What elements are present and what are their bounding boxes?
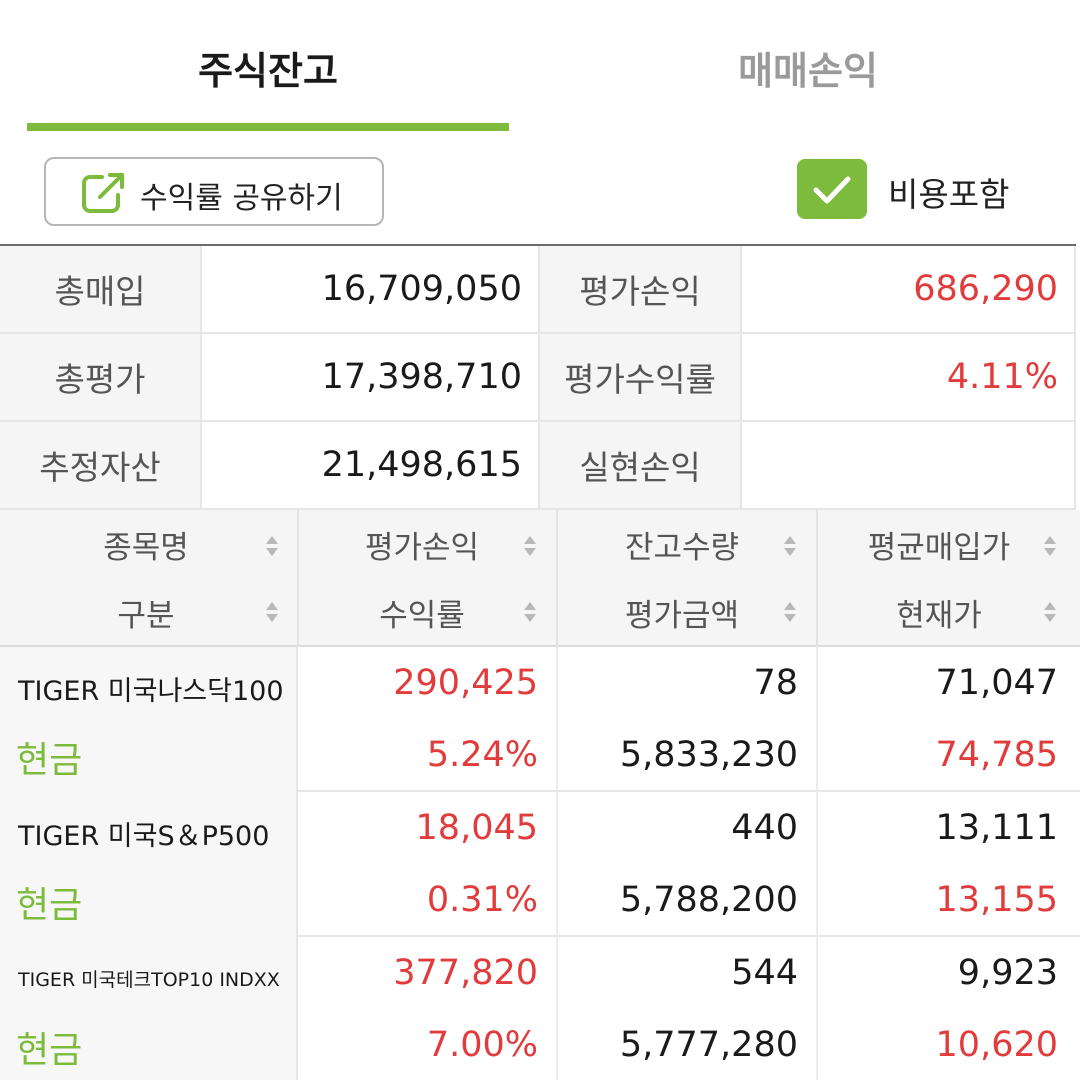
header-label: 평균매입가 [867,529,1011,566]
eval-pl: 377,820 [393,953,538,993]
share-button-label: 수익률 공유하기 [140,181,343,216]
sort-header-avg-price[interactable]: 평균매입가 [818,510,1080,578]
sort-updown-icon [524,536,536,556]
row-divider [816,792,818,937]
sort-header-return[interactable]: 수익률 [298,578,556,646]
total-eval-value: 17,398,710 [202,334,540,422]
realized-pl-label: 실현손익 [540,422,742,510]
include-fee-checkbox[interactable] [797,159,867,219]
sort-updown-icon [1044,602,1056,622]
stock-name-cell: TIGER 미국테크TOP10 INDXX 현금 [0,937,298,1080]
quantity: 78 [753,663,798,703]
total-eval-label: 총평가 [0,334,202,422]
summary-table: 총매입 16,709,050 평가손익 686,290 총평가 17,398,7… [0,244,1076,510]
row-divider [816,937,818,1080]
sort-header-qty[interactable]: 잔고수량 [558,510,816,578]
eval-return-value: 4.11% [742,334,1076,422]
row-divider [556,792,558,937]
eval-amount: 5,777,280 [619,1025,798,1065]
row-divider [556,937,558,1080]
stock-name-cell: TIGER 미국나스닥100 현금 [0,647,298,792]
quantity: 544 [731,953,798,993]
tab-stock-balance[interactable]: 주식잔고 [198,49,338,93]
header-divider [297,510,299,647]
realized-pl-value [742,422,1076,510]
current-price: 74,785 [935,735,1058,775]
total-purchase-value: 16,709,050 [202,246,540,334]
sort-updown-icon [524,602,536,622]
check-icon [813,176,851,204]
eval-pl: 18,045 [415,808,538,848]
avg-price: 9,923 [957,953,1058,993]
est-assets-value: 21,498,615 [202,422,540,510]
holdings-header: 종목명 평가손익 잔고수량 평균매입가 구분 수익률 평가금액 현재가 [0,510,1080,647]
row-divider [816,647,818,792]
eval-amount: 5,788,200 [619,880,798,920]
header-label: 현재가 [896,597,982,634]
stock-name-cell: TIGER 미국S＆P500 현금 [0,792,298,937]
sort-updown-icon [266,536,278,556]
eval-pl: 290,425 [393,663,538,703]
table-row[interactable]: TIGER 미국나스닥100 현금 290,425 5.24% 78 5,833… [0,647,1080,792]
stock-name: TIGER 미국테크TOP10 INDXX [18,969,280,991]
header-label: 종목명 [103,529,189,566]
table-row[interactable]: TIGER 미국테크TOP10 INDXX 현금 377,820 7.00% 5… [0,937,1080,1080]
tab-trade-pl[interactable]: 매매손익 [738,49,878,93]
eval-amount: 5,833,230 [619,735,798,775]
sort-header-name[interactable]: 종목명 [0,510,298,578]
eval-pl-label: 평가손익 [540,246,742,334]
sort-updown-icon [266,602,278,622]
row-divider [556,647,558,792]
header-label: 수익률 [379,597,465,634]
return-rate: 7.00% [426,1025,538,1065]
sort-updown-icon [1044,536,1056,556]
current-price: 10,620 [935,1025,1058,1065]
external-link-icon [82,173,124,213]
header-label: 잔고수량 [624,529,740,566]
stock-name: TIGER 미국나스닥100 [18,676,284,707]
table-row[interactable]: TIGER 미국S＆P500 현금 18,045 0.31% 440 5,788… [0,792,1080,937]
stock-name: TIGER 미국S＆P500 [18,821,270,852]
header-divider [816,510,818,647]
sort-header-current-price[interactable]: 현재가 [818,578,1080,646]
return-rate: 0.31% [426,880,538,920]
stock-type: 현금 [16,740,83,781]
sort-updown-icon [784,602,796,622]
header-label: 구분 [117,597,175,634]
tab-bar: 주식잔고 매매손익 [0,0,1080,132]
sort-header-eval-pl[interactable]: 평가손익 [298,510,556,578]
share-return-button[interactable]: 수익률 공유하기 [44,157,384,226]
eval-return-label: 평가수익률 [540,334,742,422]
est-assets-label: 추정자산 [0,422,202,510]
header-label: 평가손익 [364,529,480,566]
sort-header-eval-amount[interactable]: 평가금액 [558,578,816,646]
stock-type: 현금 [16,1030,83,1071]
quantity: 440 [731,808,798,848]
total-purchase-label: 총매입 [0,246,202,334]
current-price: 13,155 [935,880,1058,920]
active-tab-indicator [27,123,509,131]
include-fee-label: 비용포함 [888,175,1010,214]
avg-price: 13,111 [935,808,1058,848]
return-rate: 5.24% [426,735,538,775]
header-label: 평가금액 [624,597,740,634]
header-divider [556,510,558,647]
avg-price: 71,047 [935,663,1058,703]
sort-header-type[interactable]: 구분 [0,578,298,646]
eval-pl-value: 686,290 [742,246,1076,334]
sort-updown-icon [784,536,796,556]
stock-type: 현금 [16,885,83,926]
